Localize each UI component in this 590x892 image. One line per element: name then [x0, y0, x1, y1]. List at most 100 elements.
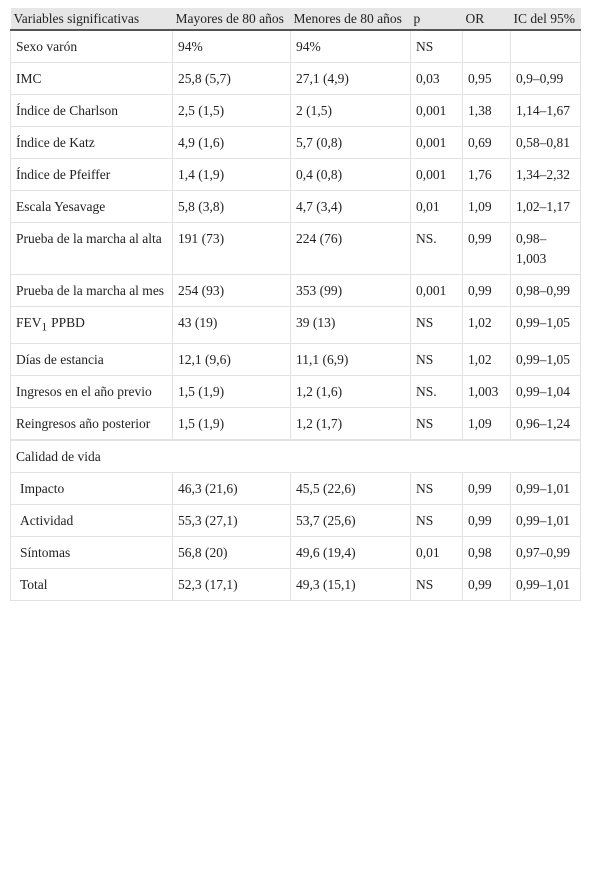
- table-cell: 0,99–1,05: [510, 306, 581, 344]
- table-row: Prueba de la marcha al alta 191 (73) 224 (…: [10, 222, 581, 275]
- table-cell: 0,98–0,99: [510, 274, 581, 307]
- table-cell: 254 (93): [172, 274, 291, 307]
- table-cell: Total: [10, 567, 173, 601]
- table-cell: Síntomas: [10, 535, 173, 569]
- table-cell: 0,99–1,01: [510, 567, 581, 601]
- table-cell: 11,1 (6,9): [290, 342, 411, 376]
- table-cell: 0,98: [462, 535, 511, 569]
- table-cell: NS.: [410, 222, 463, 275]
- table-cell: 0,69: [462, 126, 511, 159]
- table-cell: 0,01: [410, 190, 463, 223]
- table-cell: FEV1 PPBD: [10, 306, 173, 344]
- table-cell: 1,4 (1,9): [172, 158, 291, 191]
- table-row: Impacto 46,3 (21,6) 45,5 (22,6) NS 0,99 0,99–…: [10, 471, 581, 505]
- table-cell: 353 (99): [290, 274, 411, 307]
- table-cell: 4,9 (1,6): [172, 126, 291, 159]
- table-cell: 1,14–1,67: [510, 94, 581, 127]
- table-cell: 1,5 (1,9): [172, 406, 291, 440]
- table-cell: 0,99: [462, 503, 511, 537]
- table-cell: Índice de Katz: [10, 126, 173, 159]
- table-row: Actividad 55,3 (27,1) 53,7 (25,6) NS 0,99 0,9…: [10, 503, 581, 537]
- table-cell: 52,3 (17,1): [172, 567, 291, 601]
- table-cell: 1,02: [462, 342, 511, 376]
- cell-text: FEV: [16, 315, 42, 330]
- table-cell: 1,02: [462, 306, 511, 344]
- table-cell: 45,5 (22,6): [290, 471, 411, 505]
- table-cell: NS: [410, 471, 463, 505]
- table-row: Días de estancia 12,1 (9,6) 11,1 (6,9) NS 1,…: [10, 342, 581, 376]
- table-row: IMC 25,8 (5,7) 27,1 (4,9) 0,03 0,95 0,9–0,99: [10, 62, 581, 95]
- table-cell: 1,5 (1,9): [172, 374, 291, 408]
- table-cell: 1,2 (1,7): [290, 406, 411, 440]
- table-cell: 0,001: [410, 126, 463, 159]
- table-cell: 0,99: [462, 274, 511, 307]
- table-row: Índice de Katz 4,9 (1,6) 5,7 (0,8) 0,001 0,6…: [10, 126, 581, 159]
- subscript: 1: [41, 321, 48, 334]
- table-row: Prueba de la marcha al mes 254 (93) 353 (9…: [10, 274, 581, 307]
- data-table: Variables significativas Mayores de 80 añ…: [10, 8, 581, 601]
- table-row: Reingresos año posterior 1,5 (1,9) 1,2 (1,…: [10, 406, 581, 440]
- table-row: Índice de Pfeiffer 1,4 (1,9) 0,4 (0,8) 0,00…: [10, 158, 581, 191]
- table-cell: Prueba de la marcha al mes: [10, 274, 173, 307]
- table-cell: 49,3 (15,1): [290, 567, 411, 601]
- header-row: Variables significativas Mayores de 80 añ…: [10, 8, 581, 31]
- table-cell: 2 (1,5): [290, 94, 411, 127]
- table-cell: Índice de Charlson: [10, 94, 173, 127]
- table-cell: 0,99: [462, 471, 511, 505]
- table-cell: 0,03: [410, 62, 463, 95]
- table-row: Ingresos en el año previo 1,5 (1,9) 1,2 (1…: [10, 374, 581, 408]
- table-cell: NS.: [410, 374, 463, 408]
- table-cell: 25,8 (5,7): [172, 62, 291, 95]
- table-body: Sexo varón 94% 94% NS IMC 25,8 (5,7) 27,1 (4,9…: [10, 29, 581, 601]
- table-cell: 94%: [290, 29, 411, 63]
- table-cell: 0,99–1,01: [510, 503, 581, 537]
- table-cell: 94%: [172, 29, 291, 63]
- cell-text: PPBD: [51, 315, 85, 330]
- header-cell: Variables significativas: [10, 8, 173, 31]
- table-cell: 0,001: [410, 158, 463, 191]
- header-cell: Mayores de 80 años: [172, 8, 291, 31]
- table-row: FEV1 PPBD 43 (19) 39 (13) NS 1,02 0,99–1,05: [10, 306, 581, 344]
- table-cell: NS: [410, 342, 463, 376]
- table-cell: 0,95: [462, 62, 511, 95]
- table-cell: 0,001: [410, 274, 463, 307]
- table-cell: 0,99–1,05: [510, 342, 581, 376]
- table-cell: 5,7 (0,8): [290, 126, 411, 159]
- table-cell: 12,1 (9,6): [172, 342, 291, 376]
- section-row: Calidad de vida: [10, 439, 581, 473]
- table-row: Escala Yesavage 5,8 (3,8) 4,7 (3,4) 0,01 1,0…: [10, 190, 581, 223]
- table-cell: 0,97–0,99: [510, 535, 581, 569]
- table-cell: 0,99: [462, 222, 511, 275]
- header-cell: IC del 95%: [510, 8, 581, 31]
- table-cell: 0,001: [410, 94, 463, 127]
- table-cell: Ingresos en el año previo: [10, 374, 173, 408]
- table-cell: 4,7 (3,4): [290, 190, 411, 223]
- table-cell: Impacto: [10, 471, 173, 505]
- table-cell: Actividad: [10, 503, 173, 537]
- table-cell: 1,09: [462, 190, 511, 223]
- table-row: Índice de Charlson 2,5 (1,5) 2 (1,5) 0,001 1…: [10, 94, 581, 127]
- table-row: Síntomas 56,8 (20) 49,6 (19,4) 0,01 0,98 0,97…: [10, 535, 581, 569]
- table-cell: NS: [410, 306, 463, 344]
- table-cell: 56,8 (20): [172, 535, 291, 569]
- table-cell: 27,1 (4,9): [290, 62, 411, 95]
- table-cell: 1,38: [462, 94, 511, 127]
- table-cell: 39 (13): [290, 306, 411, 344]
- table-cell: Reingresos año posterior: [10, 406, 173, 440]
- table-row: Sexo varón 94% 94% NS: [10, 29, 581, 63]
- table-cell: 1,2 (1,6): [290, 374, 411, 408]
- table-cell: 0,98–1,003: [510, 222, 581, 275]
- table-cell: 0,4 (0,8): [290, 158, 411, 191]
- table-cell: 2,5 (1,5): [172, 94, 291, 127]
- table-cell: 0,99–1,01: [510, 471, 581, 505]
- table-cell: Sexo varón: [10, 29, 173, 63]
- table-cell: 224 (76): [290, 222, 411, 275]
- table-cell: 0,58–0,81: [510, 126, 581, 159]
- table-cell: IMC: [10, 62, 173, 95]
- header-cell: p: [410, 8, 463, 31]
- section-title: Calidad de vida: [10, 439, 581, 473]
- table-cell: 55,3 (27,1): [172, 503, 291, 537]
- table-row: Total 52,3 (17,1) 49,3 (15,1) NS 0,99 0,99–1,…: [10, 567, 581, 601]
- table-cell: 0,9–0,99: [510, 62, 581, 95]
